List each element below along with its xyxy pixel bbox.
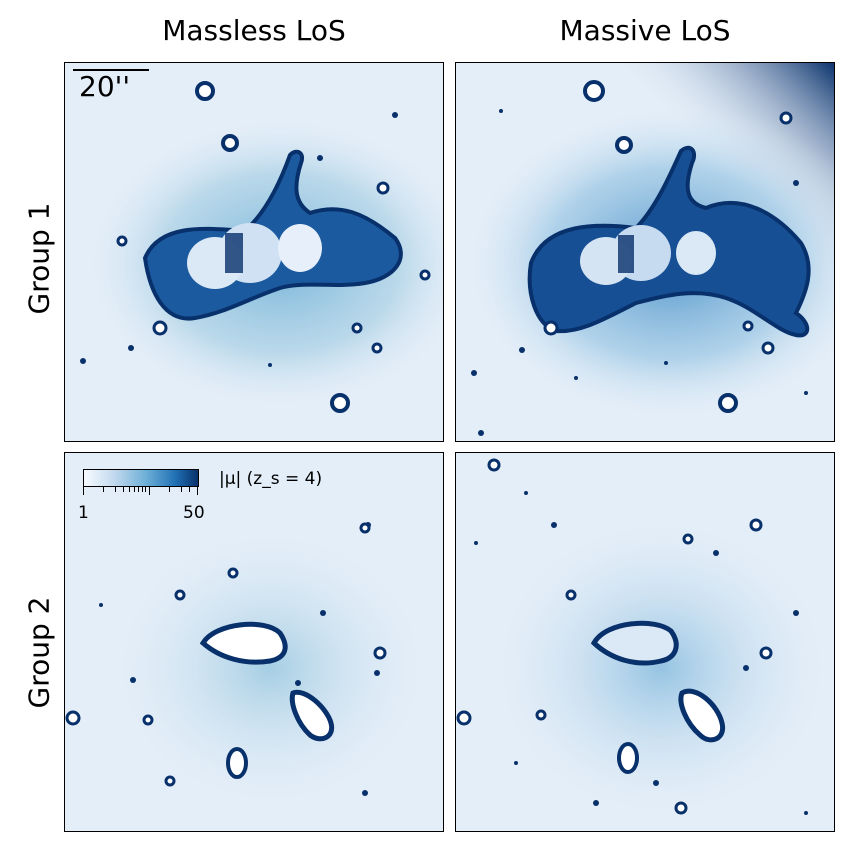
colorbar-ticks <box>83 487 198 495</box>
panel-group2-massive <box>455 452 835 832</box>
magnification-map <box>456 63 834 441</box>
row-title-group-1: Group 1 <box>22 202 56 315</box>
scale-bar: 20'' <box>73 69 149 101</box>
scale-bar-line <box>73 69 149 71</box>
magnification-map <box>456 458 834 828</box>
panel-group2-massless: 1 50 |μ| (z_s = 4) <box>64 452 444 832</box>
colorbar: 1 50 |μ| (z_s = 4) <box>78 469 322 523</box>
column-title-massive: Massive LoS <box>559 14 731 47</box>
column-title-massless: Massless LoS <box>162 14 346 47</box>
magnification-map <box>80 81 443 413</box>
colorbar-gradient <box>83 469 199 487</box>
panel-group1-massive <box>455 62 835 442</box>
colorbar-title: |μ| (z_s = 4) <box>219 469 323 489</box>
colorbar-max-label: 50 <box>183 503 205 523</box>
scale-bar-label: 20'' <box>79 70 131 103</box>
row-title-group-2: Group 2 <box>22 596 56 709</box>
colorbar-min-label: 1 <box>78 503 89 523</box>
magnification-map <box>65 518 440 818</box>
panel-group1-massless: 20'' <box>64 62 444 442</box>
